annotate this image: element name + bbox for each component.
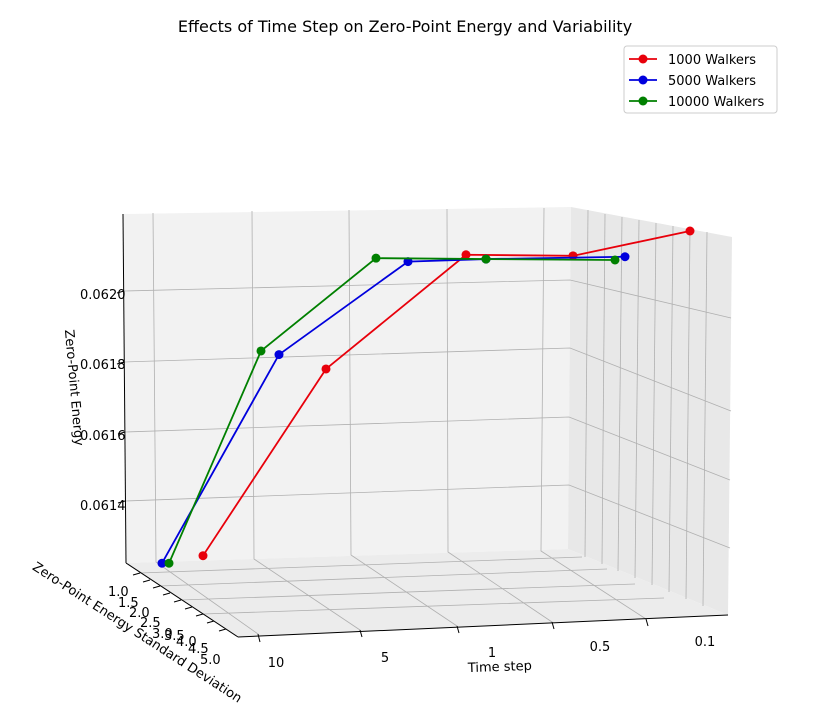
legend: 1000 Walkers 5000 Walkers 10000 Walkers: [623, 45, 778, 114]
floor-depth-line-2: [159, 568, 608, 587]
legend-label: 5000 Walkers: [668, 74, 756, 89]
y-tick-mark-2.5: [162, 592, 171, 596]
gridline-x-1: [348, 209, 458, 627]
data-point: [198, 551, 208, 561]
gridline-z-0.0618: [123, 347, 732, 412]
gridline-x-0.5: [446, 208, 553, 623]
z-axis-line: [122, 213, 127, 564]
y-tick-mark-3.0: [173, 599, 182, 603]
gridline-y-7: [685, 228, 691, 600]
x-tick-label: 5: [381, 651, 389, 666]
x-tick-label: 10: [268, 656, 285, 671]
x-tick-mark-1: [456, 625, 460, 634]
y-tick-label: 5.0: [200, 653, 221, 668]
floor-depth-line-3: [180, 583, 636, 601]
chart-title: Effects of Time Step on Zero-Point Energ…: [178, 17, 632, 36]
y-axis-line: [125, 562, 239, 638]
data-point: [164, 558, 174, 568]
gridline-y-6: [668, 225, 674, 593]
axes-panes: [123, 207, 732, 637]
y-tick-label: 3.0: [152, 627, 173, 642]
z-tick-label: 0.0618: [80, 358, 126, 373]
gridlines: [123, 207, 732, 635]
legend-box: [623, 45, 778, 114]
data-point: [321, 364, 331, 374]
legend-label: 10000 Walkers: [668, 95, 764, 110]
y-tick-mark-4.0: [195, 613, 204, 617]
gridline-x-10: [152, 212, 259, 635]
data-point: [371, 253, 381, 263]
x-tick-label: 0.1: [695, 635, 716, 650]
y-tick-mark-2.0: [152, 585, 161, 589]
y-tick-mark-5.0: [218, 628, 227, 632]
gridline-x-0.1: [540, 207, 647, 620]
gridline-y-1: [584, 209, 589, 558]
y-tick-label: 4.5: [188, 642, 209, 657]
legend-entries: 1000 Walkers 5000 Walkers 10000 Walkers: [629, 53, 764, 110]
x-tick-mark-10: [257, 633, 261, 643]
x-axis-label: Time step: [467, 659, 533, 676]
y-tick-label: 3.5: [164, 629, 185, 644]
data-point: [256, 346, 266, 356]
data-point: [274, 350, 284, 360]
z-tick-label: 0.0616: [80, 429, 126, 444]
x-tick-mark-5: [359, 629, 363, 638]
y-tick-mark-4.5: [206, 620, 215, 624]
gridline-z-0.0620: [123, 279, 732, 319]
gridline-y-5: [651, 222, 657, 586]
tick-marks: [116, 290, 649, 643]
z-tick-mark-0.0620: [116, 290, 125, 294]
floor-depth-line-1: [139, 556, 583, 574]
right-pane: [568, 207, 732, 615]
data-point: [461, 250, 471, 260]
gridline-y-2: [601, 213, 606, 565]
x-tick-mark-0.5: [551, 621, 555, 630]
gridline-z-0.0614: [124, 484, 731, 549]
gridline-y-3: [617, 216, 623, 572]
floor-pane: [126, 549, 728, 637]
gridline-z-0.0616: [124, 416, 731, 481]
y-tick-label: 2.5: [140, 616, 161, 631]
x-tick-labels: 10 5 1 0.5 0.1: [268, 635, 716, 671]
legend-marker: [638, 96, 648, 106]
y-tick-label: 2.0: [129, 606, 150, 621]
back-pane: [123, 207, 571, 563]
legend-label: 1000 Walkers: [668, 53, 756, 68]
y-tick-mark-1.0: [132, 572, 141, 576]
data-point: [620, 252, 630, 262]
x-tick-label: 0.5: [590, 640, 611, 655]
y-tick-label: 1.5: [118, 596, 139, 611]
z-tick-mark-0.0618: [116, 361, 125, 365]
y-tick-label: 4.0: [176, 635, 197, 650]
data-point: [481, 254, 491, 264]
y-tick-mark-1.5: [142, 579, 151, 583]
y-tick-label: 1.0: [108, 585, 129, 600]
floor-depth-line-4: [202, 597, 665, 615]
x-axis-line: [237, 614, 729, 638]
y-tick-mark-3.5: [184, 606, 193, 610]
z-tick-label: 0.0620: [80, 288, 126, 303]
data-point: [157, 558, 167, 568]
x-tick-label: 1: [488, 646, 496, 661]
gridline-x-5: [251, 210, 361, 631]
x-tick-mark-0.1: [645, 618, 649, 627]
z-tick-label: 0.0614: [80, 499, 126, 514]
series-layer: [157, 226, 695, 568]
z-tick-mark-0.0614: [117, 500, 126, 504]
z-tick-labels: 0.0614 0.0616 0.0618 0.0620: [80, 288, 126, 514]
data-point: [685, 226, 695, 236]
y-tick-labels: 1.0 1.5 2.0 2.5 3.0 3.5 4.0 4.5 5.0: [108, 585, 221, 668]
gridline-y-8: [702, 231, 708, 607]
axis-lines: [122, 213, 729, 638]
legend-marker: [638, 54, 648, 64]
z-tick-mark-0.0616: [117, 431, 126, 435]
gridline-y-4: [634, 219, 640, 579]
data-point: [610, 255, 620, 265]
legend-marker: [638, 75, 648, 85]
z-axis-label: Zero-Point Energy: [61, 329, 86, 447]
